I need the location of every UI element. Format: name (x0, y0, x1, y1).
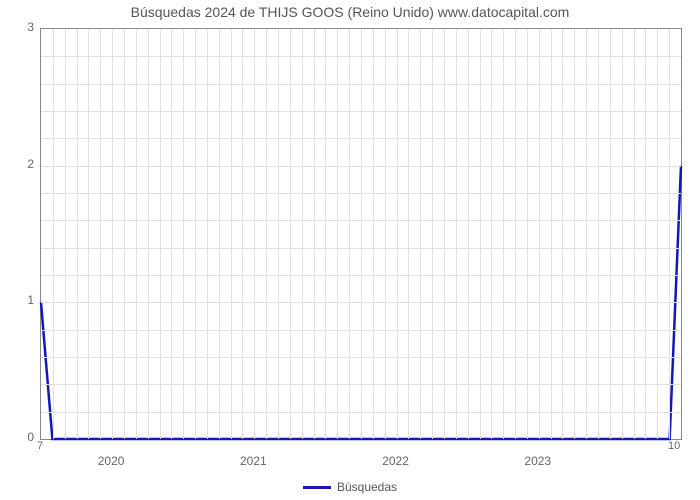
gridline-h (41, 412, 681, 413)
y-tick-label: 2 (10, 157, 34, 171)
gridline-v (480, 29, 481, 439)
gridline-v (622, 29, 623, 439)
gridline-v (254, 29, 255, 439)
gridline-v (290, 29, 291, 439)
gridline-v (562, 29, 563, 439)
gridline-v (337, 29, 338, 439)
x-tick-label: 2020 (98, 454, 125, 468)
gridline-v (385, 29, 386, 439)
gridline-v (231, 29, 232, 439)
gridline-v (515, 29, 516, 439)
gridline-v (420, 29, 421, 439)
x-edge-label-right: 10 (668, 440, 680, 452)
gridline-v (112, 29, 113, 439)
gridline-v (551, 29, 552, 439)
gridline-v (77, 29, 78, 439)
gridline-v (207, 29, 208, 439)
gridline-v (325, 29, 326, 439)
gridline-h (41, 275, 681, 276)
gridline-v (266, 29, 267, 439)
line-chart: Búsquedas 2024 de THIJS GOOS (Reino Unid… (0, 0, 700, 500)
gridline-v (88, 29, 89, 439)
gridline-h (41, 220, 681, 221)
gridline-v (408, 29, 409, 439)
gridline-v (302, 29, 303, 439)
gridline-h (41, 330, 681, 331)
gridline-v (53, 29, 54, 439)
gridline-v (124, 29, 125, 439)
gridline-v (669, 29, 670, 439)
gridline-v (183, 29, 184, 439)
legend-label: Búsquedas (337, 480, 397, 494)
gridline-v (657, 29, 658, 439)
gridline-v (314, 29, 315, 439)
gridline-v (634, 29, 635, 439)
gridline-v (219, 29, 220, 439)
gridline-v (65, 29, 66, 439)
legend-swatch (303, 486, 331, 489)
gridline-v (349, 29, 350, 439)
gridline-h (41, 84, 681, 85)
gridline-h (41, 384, 681, 385)
gridline-v (574, 29, 575, 439)
gridline-v (278, 29, 279, 439)
gridline-h (41, 302, 681, 303)
gridline-v (468, 29, 469, 439)
gridline-h (41, 56, 681, 57)
plot-area (40, 28, 682, 440)
gridline-v (456, 29, 457, 439)
gridline-h (41, 138, 681, 139)
gridline-v (491, 29, 492, 439)
gridline-v (160, 29, 161, 439)
y-tick-label: 1 (10, 293, 34, 307)
x-edge-label-left: 7 (37, 440, 43, 452)
gridline-h (41, 248, 681, 249)
gridline-h (41, 357, 681, 358)
gridline-v (148, 29, 149, 439)
gridline-v (195, 29, 196, 439)
gridline-v (444, 29, 445, 439)
legend-item: Búsquedas (303, 480, 397, 494)
gridline-v (527, 29, 528, 439)
gridline-v (586, 29, 587, 439)
y-tick-label: 0 (10, 430, 34, 444)
gridline-h (41, 193, 681, 194)
gridline-v (361, 29, 362, 439)
gridline-v (242, 29, 243, 439)
gridline-v (397, 29, 398, 439)
gridline-v (645, 29, 646, 439)
gridline-v (373, 29, 374, 439)
y-tick-label: 3 (10, 20, 34, 34)
gridline-v (432, 29, 433, 439)
gridline-h (41, 111, 681, 112)
gridline-v (610, 29, 611, 439)
x-tick-label: 2022 (382, 454, 409, 468)
legend: Búsquedas (0, 476, 700, 495)
gridline-v (503, 29, 504, 439)
gridline-v (100, 29, 101, 439)
gridline-v (539, 29, 540, 439)
chart-title: Búsquedas 2024 de THIJS GOOS (Reino Unid… (0, 4, 700, 20)
gridline-v (598, 29, 599, 439)
gridline-h (41, 166, 681, 167)
gridline-v (136, 29, 137, 439)
x-tick-label: 2023 (524, 454, 551, 468)
x-tick-label: 2021 (240, 454, 267, 468)
gridline-v (171, 29, 172, 439)
